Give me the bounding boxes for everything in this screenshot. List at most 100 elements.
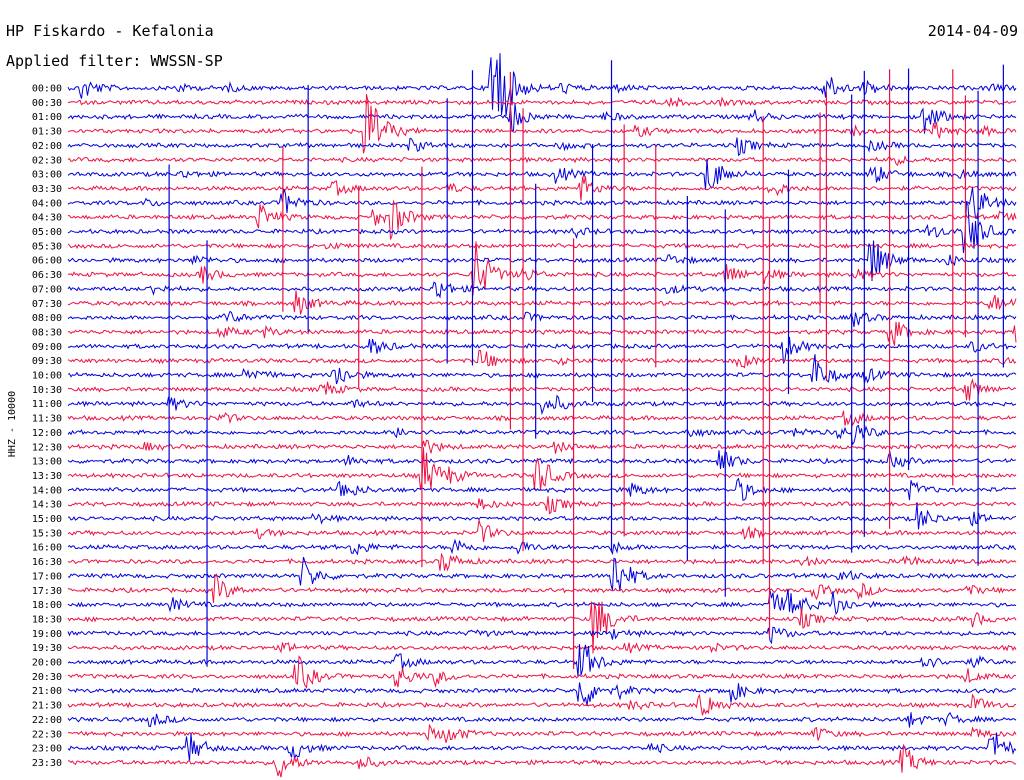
trace-line	[67, 241, 1017, 250]
trace-line	[67, 410, 1017, 427]
trace-line	[67, 439, 1017, 454]
row-time-label: 18:30	[32, 614, 62, 625]
trace-line	[67, 644, 1017, 677]
row-time-label: 11:00	[32, 399, 62, 410]
trace-line	[67, 354, 1017, 385]
trace-line	[67, 424, 1016, 446]
row-time-label: 19:00	[32, 629, 62, 640]
trace-line	[67, 477, 1017, 501]
row-time-label: 21:00	[32, 686, 62, 697]
trace-line	[67, 743, 1016, 778]
row-time-label: 13:00	[32, 457, 62, 468]
row-time-label: 01:00	[32, 112, 62, 123]
row-time-label: 06:00	[32, 256, 62, 267]
trace-line	[67, 137, 1017, 157]
row-time-label: 02:30	[32, 155, 62, 166]
trace-line	[67, 349, 1017, 369]
row-time-label: 20:00	[32, 658, 62, 669]
row-time-label: 04:00	[32, 198, 62, 209]
trace-line	[67, 496, 1017, 515]
row-time-label: 21:30	[32, 701, 62, 712]
row-time-label: 15:30	[32, 528, 62, 539]
row-time-label: 13:30	[32, 471, 62, 482]
trace-line	[67, 519, 1017, 543]
row-time-label: 22:30	[32, 729, 62, 740]
row-time-label: 00:30	[32, 98, 62, 109]
trace-line	[67, 394, 1017, 416]
row-time-label: 16:00	[32, 543, 62, 554]
row-time-label: 03:30	[32, 184, 62, 195]
row-time-label: 12:30	[32, 442, 62, 453]
row-time-label: 12:00	[32, 428, 62, 439]
trace-line	[67, 732, 1017, 762]
trace-line	[67, 682, 1017, 707]
trace-line	[67, 94, 1017, 154]
trace-line	[67, 502, 1017, 530]
trace-line	[67, 723, 1017, 743]
trace-line	[67, 103, 1017, 134]
trace-line	[67, 693, 1017, 716]
row-time-label: 23:30	[32, 758, 62, 769]
trace-line	[67, 642, 1017, 654]
row-time-label: 14:30	[32, 500, 62, 511]
row-time-label: 11:30	[32, 414, 62, 425]
spike-group	[168, 60, 1004, 669]
row-time-label: 01:30	[32, 127, 62, 138]
row-time-label: 03:00	[32, 170, 62, 181]
trace-line	[67, 447, 1017, 491]
row-time-label: 14:00	[32, 485, 62, 496]
row-time-label: 08:30	[32, 327, 62, 338]
y-axis-label: HHZ - 10000	[7, 391, 18, 457]
row-time-label: 07:00	[32, 284, 62, 295]
trace-line	[67, 187, 1017, 219]
row-time-label: 10:00	[32, 371, 62, 382]
trace-line	[67, 158, 1017, 191]
trace-line	[67, 573, 1017, 603]
tick-label-group: 00:00 00:30 01:00 01:30 02:00 02:30 03:00 03:30…	[32, 84, 62, 769]
trace-line	[67, 200, 1017, 254]
trace-line	[67, 53, 1017, 117]
trace-line	[67, 655, 1017, 689]
trace-line	[67, 176, 1017, 201]
trace-line	[67, 310, 1017, 328]
row-time-label: 05:00	[32, 227, 62, 238]
row-time-label: 17:00	[32, 571, 62, 582]
trace-line	[67, 626, 1017, 645]
trace-line	[67, 377, 1017, 401]
row-time-label: 23:00	[32, 744, 62, 755]
row-time-label: 18:00	[32, 600, 62, 611]
trace-line	[67, 588, 1017, 616]
trace-line	[67, 552, 1017, 572]
row-time-label: 19:30	[32, 643, 62, 654]
row-time-label: 07:30	[32, 299, 62, 310]
date-label: 2014-04-09	[928, 22, 1018, 40]
trace-group	[67, 53, 1017, 778]
station-title: HP Fiskardo - Kefalonia	[6, 22, 214, 40]
row-time-label: 15:00	[32, 514, 62, 525]
trace-line	[67, 240, 1017, 282]
row-time-label: 10:30	[32, 385, 62, 396]
trace-line	[67, 281, 1017, 299]
trace-line	[67, 601, 1017, 654]
row-time-label: 06:30	[32, 270, 62, 281]
trace-line	[67, 321, 1017, 346]
row-time-label: 20:30	[32, 672, 62, 683]
trace-line	[67, 450, 1017, 470]
trace-line	[67, 290, 1017, 315]
row-time-label: 17:30	[32, 586, 62, 597]
row-time-label: 22:00	[32, 715, 62, 726]
row-time-label: 09:00	[32, 342, 62, 353]
trace-line	[67, 96, 1017, 108]
row-time-label: 04:30	[32, 213, 62, 224]
trace-line	[67, 199, 1017, 240]
trace-line	[67, 711, 1017, 728]
row-time-label: 09:30	[32, 356, 62, 367]
trace-line	[67, 538, 1017, 556]
row-time-label: 02:00	[32, 141, 62, 152]
trace-line	[67, 336, 1017, 364]
trace-line	[67, 556, 1017, 592]
filter-label: Applied filter: WWSSN-SP	[6, 52, 223, 70]
row-time-label: 05:30	[32, 241, 62, 252]
trace-line	[67, 241, 1017, 296]
